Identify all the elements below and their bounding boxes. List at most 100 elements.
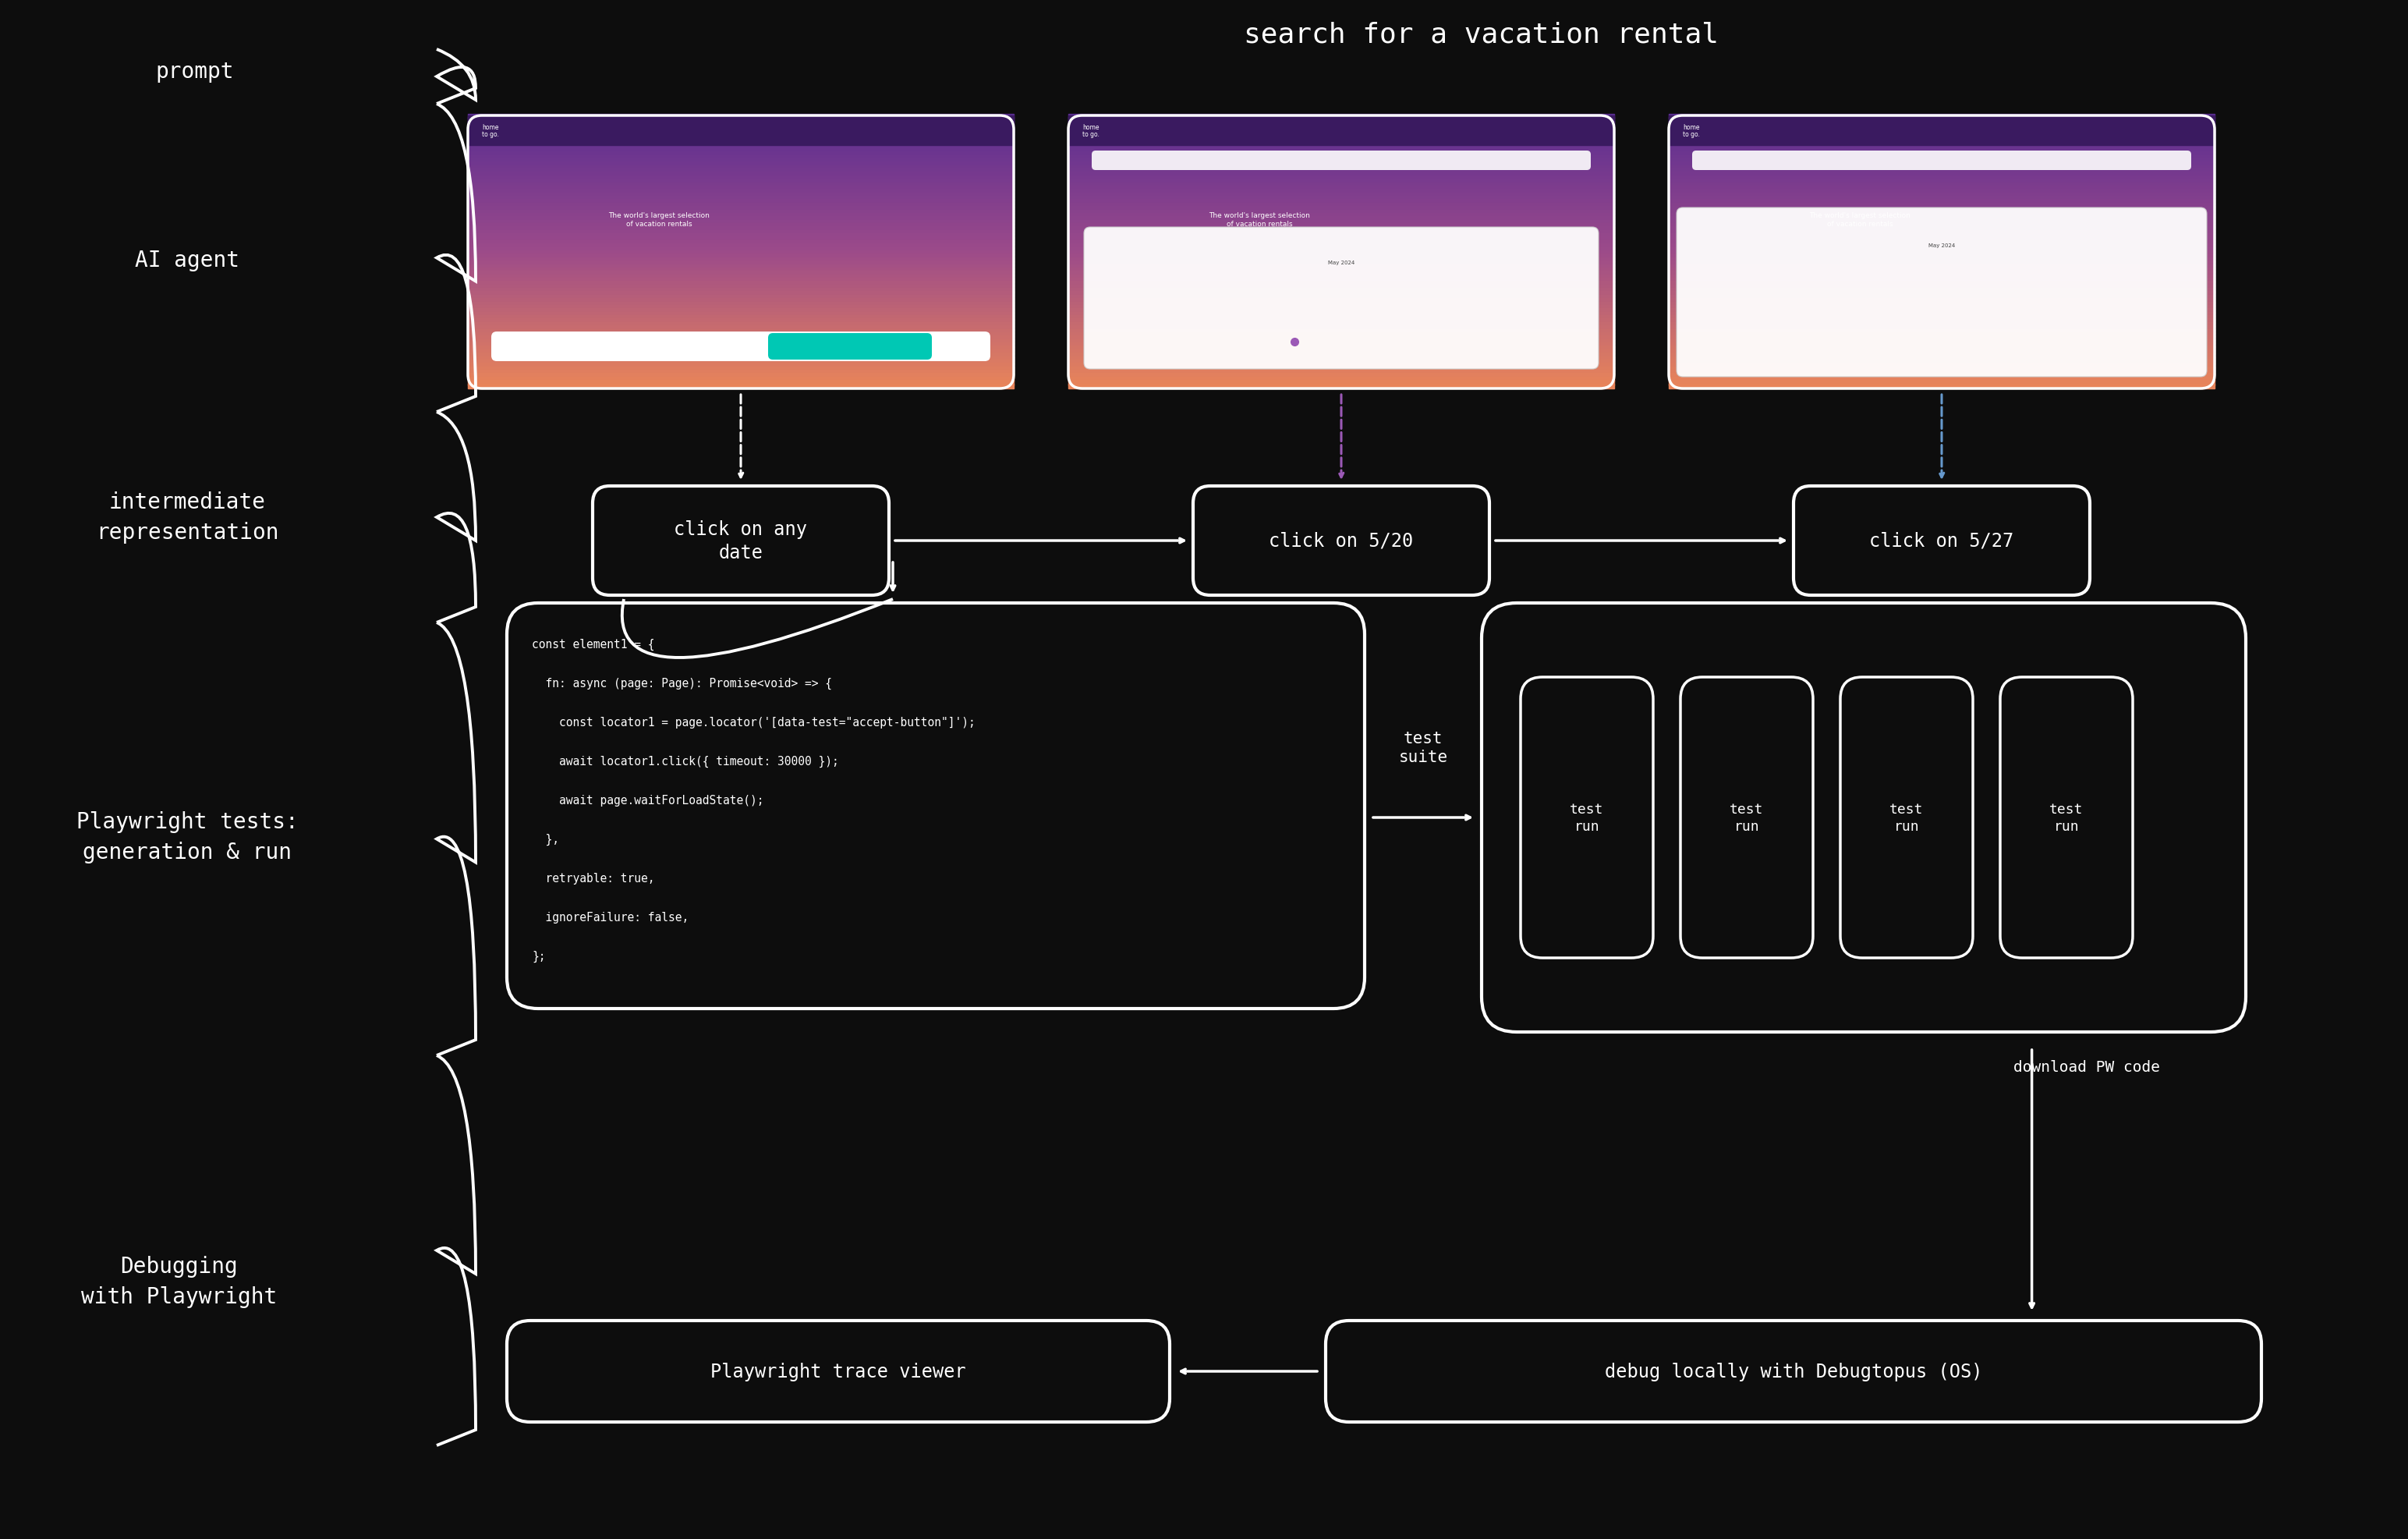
FancyBboxPatch shape xyxy=(506,1320,1170,1422)
Bar xyxy=(1069,237,1613,242)
FancyBboxPatch shape xyxy=(1192,486,1491,596)
Bar xyxy=(467,122,1014,126)
Bar xyxy=(1669,152,2215,157)
Bar xyxy=(1669,268,2215,272)
Bar xyxy=(1069,132,1613,137)
Bar xyxy=(467,169,1014,174)
Bar xyxy=(467,385,1014,389)
Bar xyxy=(1669,135,2215,140)
Bar xyxy=(1069,183,1613,188)
Bar xyxy=(1669,228,2215,232)
Bar xyxy=(467,346,1014,351)
Bar xyxy=(1669,374,2215,379)
Bar xyxy=(1669,180,2215,185)
FancyBboxPatch shape xyxy=(1676,208,2206,377)
Bar xyxy=(1069,234,1613,239)
Bar xyxy=(1669,125,2215,129)
Bar xyxy=(1669,312,2215,317)
Bar xyxy=(467,302,1014,308)
Bar xyxy=(1069,169,1613,174)
Text: AI agent: AI agent xyxy=(135,249,238,271)
Bar xyxy=(467,262,1014,266)
Bar xyxy=(1669,289,2215,294)
Bar xyxy=(467,329,1014,334)
Bar xyxy=(1069,354,1613,359)
Text: download PW code: download PW code xyxy=(2013,1060,2160,1074)
Bar xyxy=(467,248,1014,252)
Bar xyxy=(1669,166,2215,171)
Text: home
to go.: home to go. xyxy=(482,123,498,139)
Bar xyxy=(1669,357,2215,362)
FancyBboxPatch shape xyxy=(1091,151,1592,171)
Bar xyxy=(1069,275,1613,280)
Bar xyxy=(1669,343,2215,348)
Bar xyxy=(1669,292,2215,297)
Text: click on 5/27: click on 5/27 xyxy=(1869,531,2013,551)
Bar xyxy=(1669,380,2215,386)
Bar xyxy=(467,175,1014,182)
Text: fn: async (page: Page): Promise<void> => {: fn: async (page: Page): Promise<void> =>… xyxy=(532,677,833,689)
Bar xyxy=(1069,380,1613,386)
Bar xyxy=(1669,319,2215,325)
Bar xyxy=(467,149,1014,154)
Bar xyxy=(1069,172,1613,177)
Bar xyxy=(467,114,1014,120)
FancyBboxPatch shape xyxy=(592,486,889,596)
Bar xyxy=(1069,309,1613,314)
Text: home
to go.: home to go. xyxy=(1683,123,1700,139)
Bar xyxy=(1069,292,1613,297)
Bar xyxy=(467,371,1014,376)
Text: test
run: test run xyxy=(2049,802,2083,834)
Bar xyxy=(467,306,1014,311)
Bar xyxy=(467,119,1014,123)
Bar xyxy=(467,259,1014,263)
Bar xyxy=(467,295,1014,300)
Text: click on any
date: click on any date xyxy=(674,520,807,562)
Bar xyxy=(1069,377,1613,382)
Bar xyxy=(1669,251,2215,255)
Bar xyxy=(1069,262,1613,266)
Text: test
suite: test suite xyxy=(1399,729,1447,765)
Bar xyxy=(467,155,1014,160)
Bar xyxy=(1669,326,2215,331)
Bar xyxy=(1069,329,1613,334)
Bar xyxy=(467,343,1014,348)
Bar xyxy=(467,125,1014,129)
Text: ignoreFailure: false,: ignoreFailure: false, xyxy=(532,911,689,923)
Bar xyxy=(1669,172,2215,177)
Bar xyxy=(1069,119,1613,123)
Bar xyxy=(1069,302,1613,308)
Text: test
run: test run xyxy=(1890,802,1924,834)
FancyBboxPatch shape xyxy=(768,334,932,360)
Bar xyxy=(467,380,1014,386)
Bar xyxy=(467,251,1014,255)
Bar xyxy=(1069,228,1613,232)
Bar xyxy=(1669,211,2215,215)
Bar xyxy=(1069,122,1613,126)
Bar xyxy=(467,323,1014,328)
Text: Playwright tests:
generation & run: Playwright tests: generation & run xyxy=(77,811,299,863)
Bar xyxy=(467,326,1014,331)
Bar xyxy=(1669,363,2215,368)
Bar xyxy=(467,240,1014,246)
Bar xyxy=(1069,206,1613,212)
Bar xyxy=(1069,259,1613,263)
Bar xyxy=(1669,346,2215,351)
Bar xyxy=(467,254,1014,260)
Text: The world's largest selection
of vacation rentals: The world's largest selection of vacatio… xyxy=(1808,212,1910,228)
Bar xyxy=(467,214,1014,219)
Bar xyxy=(1069,166,1613,171)
Bar xyxy=(467,211,1014,215)
Bar xyxy=(1069,323,1613,328)
Text: test
run: test run xyxy=(1570,802,1604,834)
Bar xyxy=(1069,245,1613,249)
Bar xyxy=(467,128,1014,134)
Text: await page.waitForLoadState();: await page.waitForLoadState(); xyxy=(532,794,763,806)
Bar xyxy=(467,319,1014,325)
Bar xyxy=(1669,285,2215,291)
Bar xyxy=(467,135,1014,140)
Bar xyxy=(467,360,1014,365)
Bar xyxy=(467,299,1014,303)
Bar xyxy=(1069,200,1613,205)
Bar xyxy=(467,271,1014,277)
